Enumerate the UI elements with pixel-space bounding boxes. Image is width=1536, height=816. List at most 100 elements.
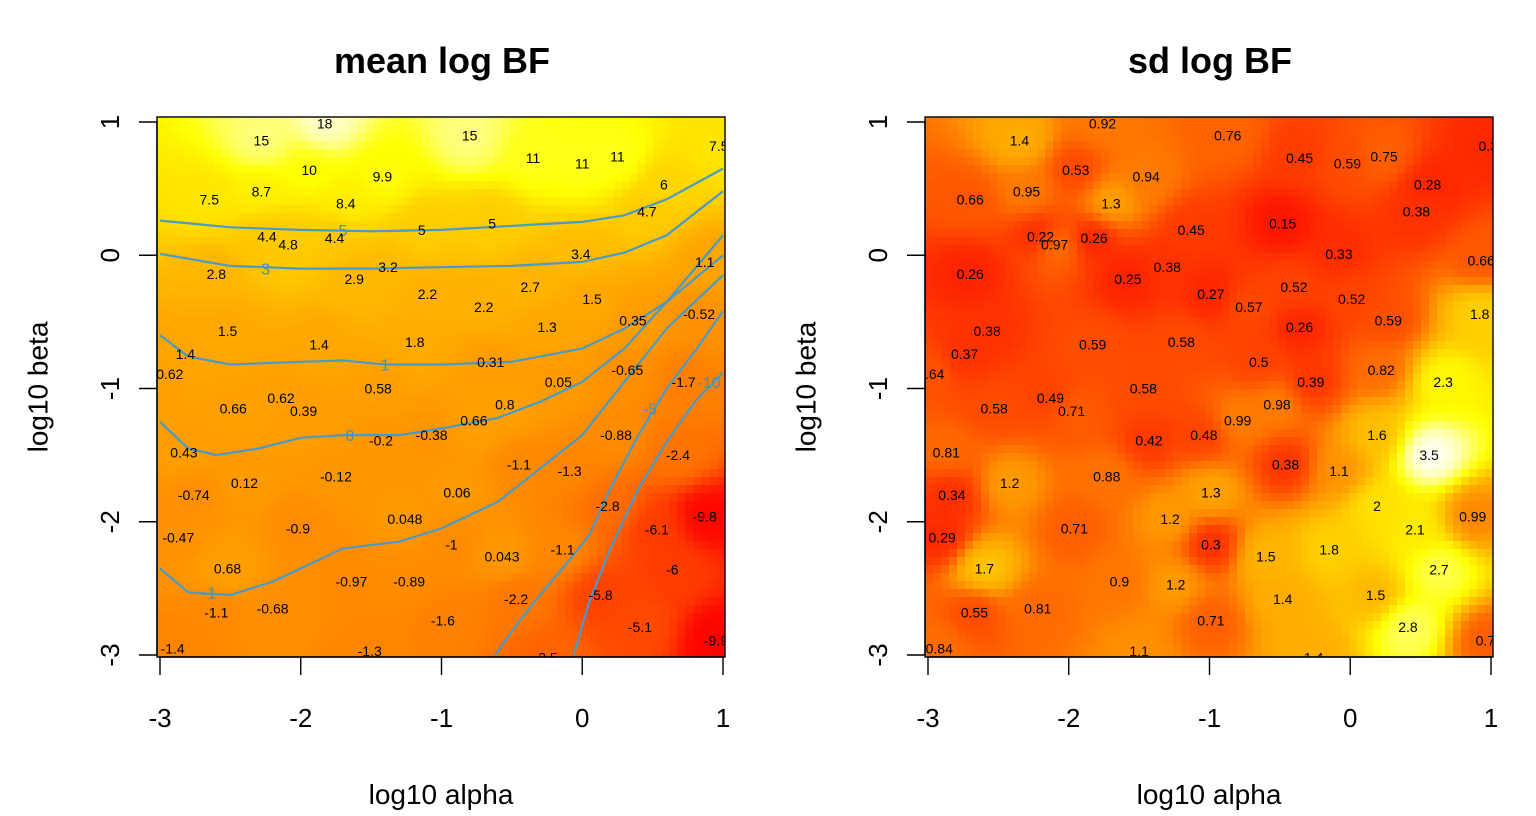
data-label: -2.4 [666,447,690,463]
y-axis: -3 -2 -1 0 1 [863,115,926,667]
data-label: 0.15 [1269,215,1296,231]
x-tick-label: -1 [430,703,453,733]
x-tick-label: 0 [1343,703,1357,733]
x-tick-label: -3 [916,703,939,733]
data-label: 0.66 [220,400,247,416]
data-label: 1.1 [695,254,715,270]
data-label: 0.57 [1235,299,1262,315]
data-label: 0.97 [1041,237,1068,253]
data-label: 0.39 [290,403,317,419]
data-label: 0.58 [1168,334,1195,350]
data-label: 1.4 [309,337,329,353]
y-tick-label: -2 [863,510,893,533]
data-label: 0.38 [1154,259,1181,275]
value-labels: 1.40.920.760.30.45 0.59 0.750.53 0.94 0.280.… [917,115,1498,659]
data-label: 0.62 [267,390,294,406]
data-label: -0.38 [416,427,448,443]
data-label: 0.55 [961,604,988,620]
data-label: 0.95 [1013,183,1040,199]
data-label: 2 [1373,498,1381,514]
data-label: 3.2 [378,259,398,275]
data-label: 1.7 [975,560,995,576]
data-label: -2.8 [596,498,620,514]
data-label: 0.75 [1370,149,1397,165]
data-label: 0.88 [1093,468,1120,484]
data-label: 2.9 [345,271,365,287]
data-label: 0.06 [443,484,470,500]
data-label: 4.4 [257,229,277,245]
data-label: -1.6 [431,612,455,628]
data-label: 0.59 [1375,313,1402,329]
data-label: 0.38 [1403,203,1430,219]
data-label: -1.1 [550,542,574,558]
data-label: 11 [526,150,541,166]
data-label: 1.8 [405,334,425,350]
data-label: -3.5 [534,650,558,666]
data-label: 0.8 [495,396,515,412]
data-label: 0.81 [1024,600,1051,616]
data-label: -6 [666,562,679,578]
contour-line [159,190,724,270]
data-label: -0.47 [162,530,194,546]
data-label: 1.1 [1129,643,1149,659]
data-label: 0.26 [957,266,984,282]
data-label: 0.62 [156,366,183,382]
data-label: 0.5 [1249,354,1269,370]
data-label: 4.4 [325,230,345,246]
data-label: 0.71 [1061,520,1088,536]
data-label: 2.8 [1398,619,1418,635]
data-label: 1.8 [1319,542,1339,558]
data-label: 1.3 [1101,195,1121,211]
data-label: 0.76 [1214,127,1241,143]
data-label: 0.84 [926,640,953,656]
y-axis: -3 -2 -1 0 1 [95,115,158,667]
data-label: 0.52 [1280,279,1307,295]
data-label: 0.92 [1089,115,1116,131]
data-label: 0.82 [1368,362,1395,378]
contour-line [494,310,724,656]
chart-title: mean log BF [334,40,550,81]
data-label: 1.3 [537,319,557,335]
data-label: 0.27 [1197,286,1224,302]
chart-title: sd log BF [1128,40,1292,81]
data-label: 0.49 [1037,390,1064,406]
data-label: -6.1 [645,522,669,538]
contour-line [159,167,724,233]
data-label: -0.65 [611,362,643,378]
data-label: -0.9 [286,520,310,536]
heatmap-field [157,117,725,657]
x-tick-label: -2 [1057,703,1080,733]
data-label: 8.7 [252,183,272,199]
x-axis: -3 -2 -1 0 1 [916,656,1498,733]
data-label: -1.4 [161,640,185,656]
x-tick-label: -1 [1198,703,1221,733]
data-label: 0.68 [214,560,241,576]
data-label: 0.58 [365,381,392,397]
data-label: 0.59 [1334,155,1361,171]
data-label: 0.94 [1133,169,1160,185]
data-label: 11 [610,149,625,165]
data-label: 0.98 [1263,396,1290,412]
y-tick-label: 1 [863,115,893,129]
data-label: 0.81 [933,444,960,460]
contour-line [159,234,724,366]
x-axis: -3 -2 -1 0 1 [148,656,730,733]
data-label: 0.05 [545,374,572,390]
data-label: 18 [317,115,333,131]
x-axis-label: log10 alpha [369,779,514,810]
data-label: 0.71 [1197,612,1224,628]
x-tick-label: 1 [716,703,730,733]
data-label: 2.1 [1405,522,1425,538]
data-label: 0.38 [973,323,1000,339]
data-label: 0.64 [917,366,944,382]
data-label: 2.7 [520,279,540,295]
data-label: 0.53 [1062,162,1089,178]
data-label: 0.71 [1058,403,1085,419]
data-label: 0.99 [1459,508,1486,524]
data-label: 8.4 [336,195,356,211]
data-label: 5 [488,215,496,231]
data-label: 1.2 [1160,511,1180,527]
data-label: 0.39 [1297,374,1324,390]
data-label: 0.3 [1478,138,1498,154]
